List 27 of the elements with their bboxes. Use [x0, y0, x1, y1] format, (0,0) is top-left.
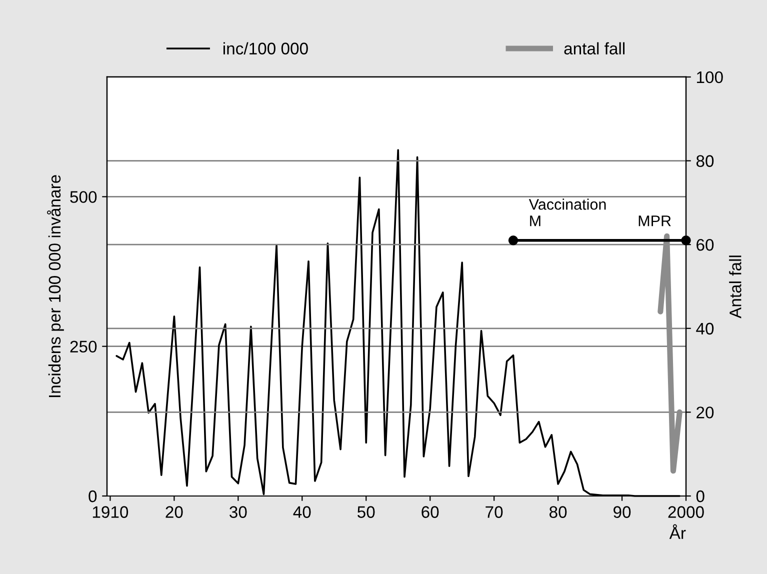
legend-label: antal fall — [564, 42, 625, 54]
x-tick-label: 70 — [486, 506, 503, 518]
y2-tick-label: 40 — [696, 322, 714, 335]
x-tick-label: 60 — [422, 506, 439, 518]
x-tick-label: 2000 — [668, 506, 704, 518]
y-tick-label: 500 — [70, 191, 97, 203]
legend-label: inc/100 000 — [223, 42, 308, 54]
y2-tick-label: 80 — [696, 155, 714, 167]
x-tick-label: 80 — [550, 506, 567, 518]
y2-tick-label: 20 — [696, 406, 714, 418]
annotation: MPR — [638, 216, 671, 226]
x-tick-label: 50 — [358, 506, 375, 518]
y2-tick-label: 0 — [696, 490, 704, 502]
y2-tick-label: 100 — [697, 71, 723, 84]
x-tick-label: 30 — [230, 506, 247, 518]
line-series — [116, 149, 681, 497]
x-tick-label: 40 — [293, 506, 311, 518]
x-tick-label: 20 — [166, 506, 183, 518]
y2-axis-title: Antal fall — [729, 256, 742, 318]
y-tick-label: 250 — [70, 340, 97, 353]
x-tick-label: 1910 — [92, 506, 128, 518]
y2-tick-label: 60 — [696, 238, 714, 251]
x-tick-label: 90 — [614, 506, 631, 518]
x-axis-title: År — [669, 524, 686, 539]
y-tick-label: 0 — [88, 490, 97, 502]
annotation: Vaccination M — [528, 198, 606, 226]
y-axis-title: Incidens per 100 000 invånare — [47, 175, 64, 398]
